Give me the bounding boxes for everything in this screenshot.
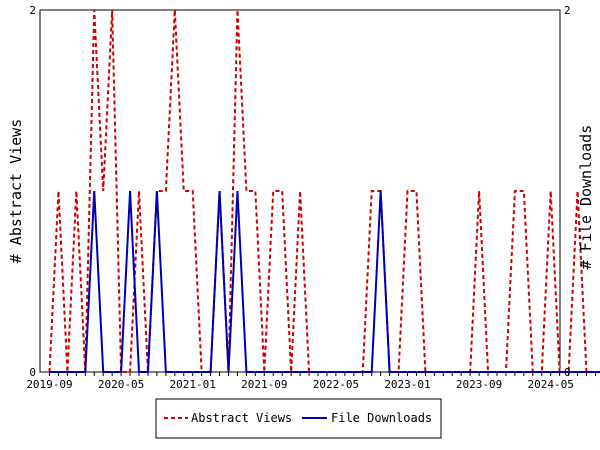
tick-labels: 2019-09 2020-05 2021-01 2021-09 2022-05 2023-… — [26, 4, 600, 391]
y-left-tick-label: 0 — [29, 366, 36, 379]
x-tick-label: 2023-09 — [456, 378, 502, 391]
x-tick-label: 2021-09 — [241, 378, 287, 391]
series-line-file-downloads — [49, 190, 600, 373]
plot-area — [39, 9, 561, 373]
legend: Abstract Views File Downloads — [155, 398, 442, 439]
legend-label-file-downloads: File Downloads — [331, 411, 432, 425]
series-layer — [48, 9, 600, 373]
y-right-title: # File Downloads — [577, 125, 595, 270]
legend-box — [155, 398, 442, 439]
y-left-title: # Abstract Views — [7, 119, 25, 264]
x-tick-label: 2019-09 — [26, 378, 72, 391]
legend-label-abstract-views: Abstract Views — [191, 411, 292, 425]
y-left-tick-label: 2 — [29, 4, 36, 17]
y-right-tick-label: 2 — [564, 4, 571, 17]
x-tick-label: 2022-05 — [313, 378, 359, 391]
x-tick-label: 2024-05 — [528, 378, 574, 391]
x-tick-label: 2021-01 — [170, 378, 216, 391]
y-right-tick-label: 0 — [564, 366, 571, 379]
x-tick-label: 2020-05 — [98, 378, 144, 391]
x-tick-label: 2023-01 — [384, 378, 430, 391]
